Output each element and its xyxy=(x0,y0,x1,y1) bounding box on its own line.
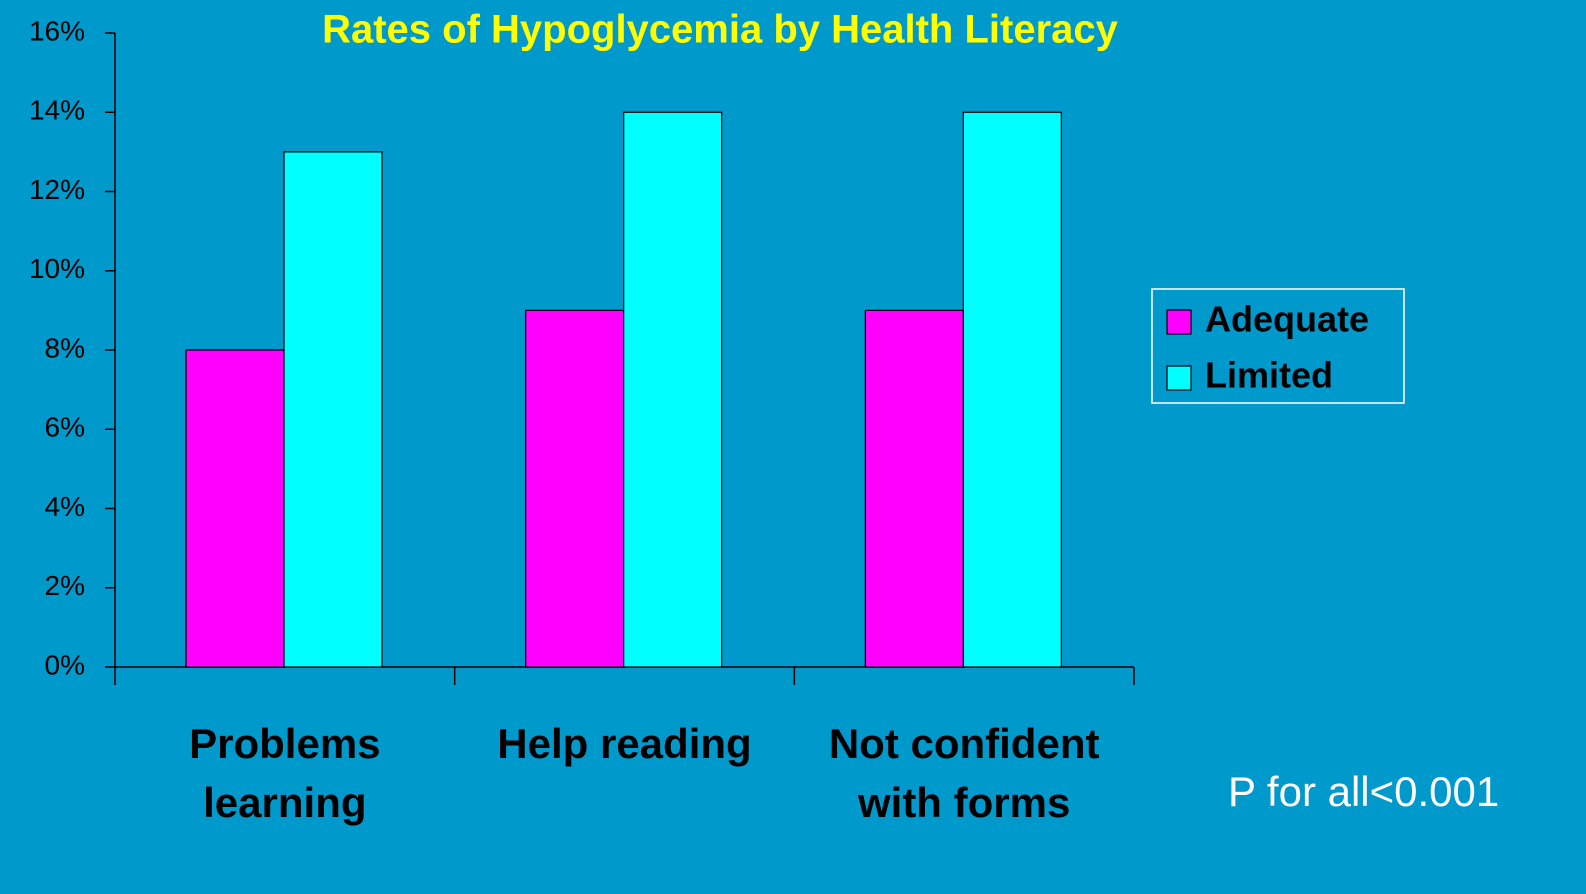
legend-box xyxy=(1151,288,1405,404)
legend-swatch xyxy=(1166,309,1192,335)
y-tick-label: 10% xyxy=(29,253,85,284)
y-tick-label: 8% xyxy=(45,332,85,363)
y-tick-label: 4% xyxy=(45,491,85,522)
y-tick-label: 12% xyxy=(29,174,85,205)
x-tick-label: Problems learning xyxy=(189,720,381,826)
bar xyxy=(185,349,285,668)
bar xyxy=(283,151,383,668)
bar xyxy=(864,309,964,668)
legend-label: Adequate xyxy=(1205,299,1369,340)
bar xyxy=(525,309,625,668)
y-tick-label: 0% xyxy=(45,649,85,680)
legend-swatch xyxy=(1166,365,1192,391)
chart-title: Rates of Hypoglycemia by Health Literacy xyxy=(322,8,1119,52)
y-tick-label: 16% xyxy=(29,15,85,46)
legend-label: Limited xyxy=(1205,355,1333,396)
bar xyxy=(962,111,1062,668)
bar xyxy=(623,111,723,668)
annotation: P for all<0.001 xyxy=(1228,768,1499,815)
y-tick-label: 6% xyxy=(45,412,85,443)
y-tick-label: 2% xyxy=(45,570,85,601)
x-tick-label: Help reading xyxy=(497,720,752,767)
x-tick-label: Not confident with forms xyxy=(828,720,1100,826)
y-tick-label: 14% xyxy=(29,95,85,126)
